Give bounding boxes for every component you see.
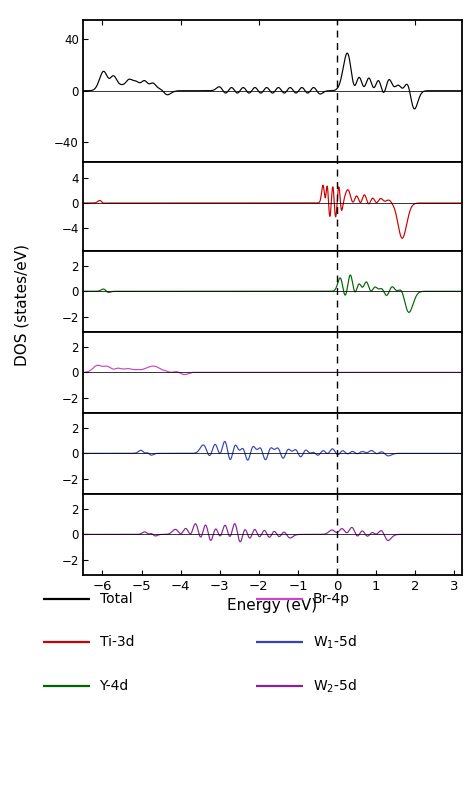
Text: W$_1$-5d: W$_1$-5d	[313, 634, 356, 651]
Text: Total: Total	[100, 592, 132, 606]
Text: W$_2$-5d: W$_2$-5d	[313, 677, 356, 695]
X-axis label: Energy (eV): Energy (eV)	[228, 599, 318, 613]
Text: DOS (states/eV): DOS (states/eV)	[14, 244, 29, 366]
Text: Br-4p: Br-4p	[313, 592, 350, 606]
Text: Ti-3d: Ti-3d	[100, 635, 134, 649]
Text: Y-4d: Y-4d	[100, 679, 129, 693]
